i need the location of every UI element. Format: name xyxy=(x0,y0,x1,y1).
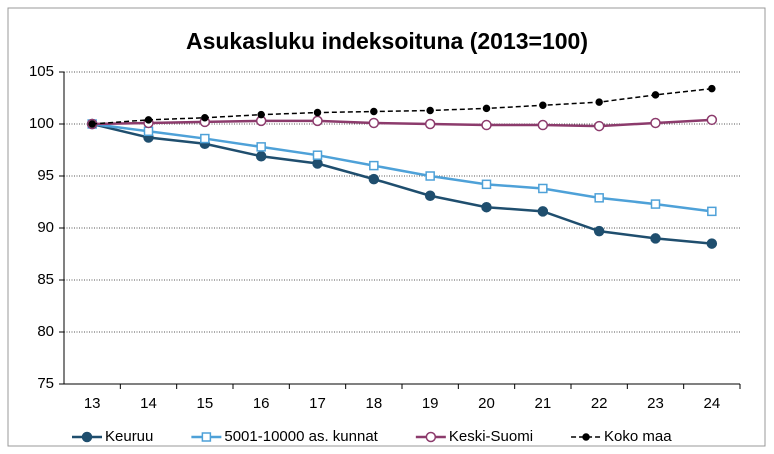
y-tick-label: 105 xyxy=(29,63,54,80)
data-point xyxy=(538,183,548,194)
data-point xyxy=(368,117,380,129)
x-tick-label: 24 xyxy=(703,395,720,412)
x-tick-label: 15 xyxy=(196,395,213,412)
legend-marker xyxy=(81,431,93,443)
data-point xyxy=(368,173,380,185)
legend-marker xyxy=(425,431,437,443)
series-line xyxy=(92,118,712,128)
data-point xyxy=(369,160,379,171)
y-tick-label: 75 xyxy=(37,375,54,392)
data-point xyxy=(650,117,661,129)
data-point xyxy=(708,84,716,93)
data-point xyxy=(481,179,492,190)
data-point xyxy=(595,98,603,106)
data-point xyxy=(370,107,378,116)
data-point xyxy=(537,206,549,217)
x-tick-label: 20 xyxy=(478,395,495,412)
y-tick-label: 90 xyxy=(37,219,54,236)
x-tick-label: 14 xyxy=(140,395,157,412)
data-point xyxy=(313,108,322,117)
data-point xyxy=(312,158,323,169)
data-point xyxy=(594,193,604,203)
x-tick-label: 17 xyxy=(309,395,326,412)
data-point xyxy=(651,91,660,99)
data-point xyxy=(424,190,436,202)
legend-marker xyxy=(201,432,212,442)
series-line xyxy=(91,122,712,245)
legend-label: Keski-Suomi xyxy=(449,428,533,445)
x-tick-label: 18 xyxy=(365,395,382,412)
data-point xyxy=(255,150,267,162)
data-point xyxy=(257,110,265,119)
data-point xyxy=(200,133,210,144)
data-point xyxy=(481,119,492,131)
data-point xyxy=(481,201,492,213)
data-point xyxy=(706,238,718,249)
data-point xyxy=(312,115,323,127)
series-line xyxy=(92,122,712,213)
data-point xyxy=(425,171,435,181)
legend-label: 5001-10000 as. kunnat xyxy=(224,428,378,445)
x-tick-label: 13 xyxy=(84,395,101,412)
data-point xyxy=(144,116,153,124)
data-point xyxy=(88,120,96,128)
legend-label: Koko maa xyxy=(604,428,672,445)
data-point xyxy=(650,233,661,244)
legend-label: Keuruu xyxy=(105,428,153,445)
x-tick-label: 21 xyxy=(534,395,551,412)
x-tick-label: 16 xyxy=(253,395,270,412)
data-point xyxy=(482,104,491,113)
data-point xyxy=(424,118,436,130)
data-point xyxy=(706,114,718,126)
y-tick-label: 85 xyxy=(37,271,54,288)
chart-frame xyxy=(7,7,766,447)
data-point xyxy=(650,199,661,209)
x-tick-label: 19 xyxy=(422,395,439,412)
y-tick-label: 80 xyxy=(37,323,54,340)
data-point xyxy=(143,126,154,137)
data-point xyxy=(539,101,547,110)
data-point xyxy=(593,120,605,132)
chart-title: Asukasluku indeksoituna (2013=100) xyxy=(186,28,588,54)
data-point xyxy=(312,150,323,160)
y-tick-label: 100 xyxy=(29,115,54,132)
legend-marker xyxy=(582,433,590,441)
data-point xyxy=(426,106,434,115)
y-tick-label: 95 xyxy=(37,167,54,184)
data-point xyxy=(256,142,266,152)
data-point xyxy=(707,206,717,217)
data-point xyxy=(201,114,209,122)
x-tick-label: 22 xyxy=(591,395,608,412)
x-tick-label: 23 xyxy=(647,395,664,412)
data-point xyxy=(593,225,605,237)
data-point xyxy=(537,119,549,131)
